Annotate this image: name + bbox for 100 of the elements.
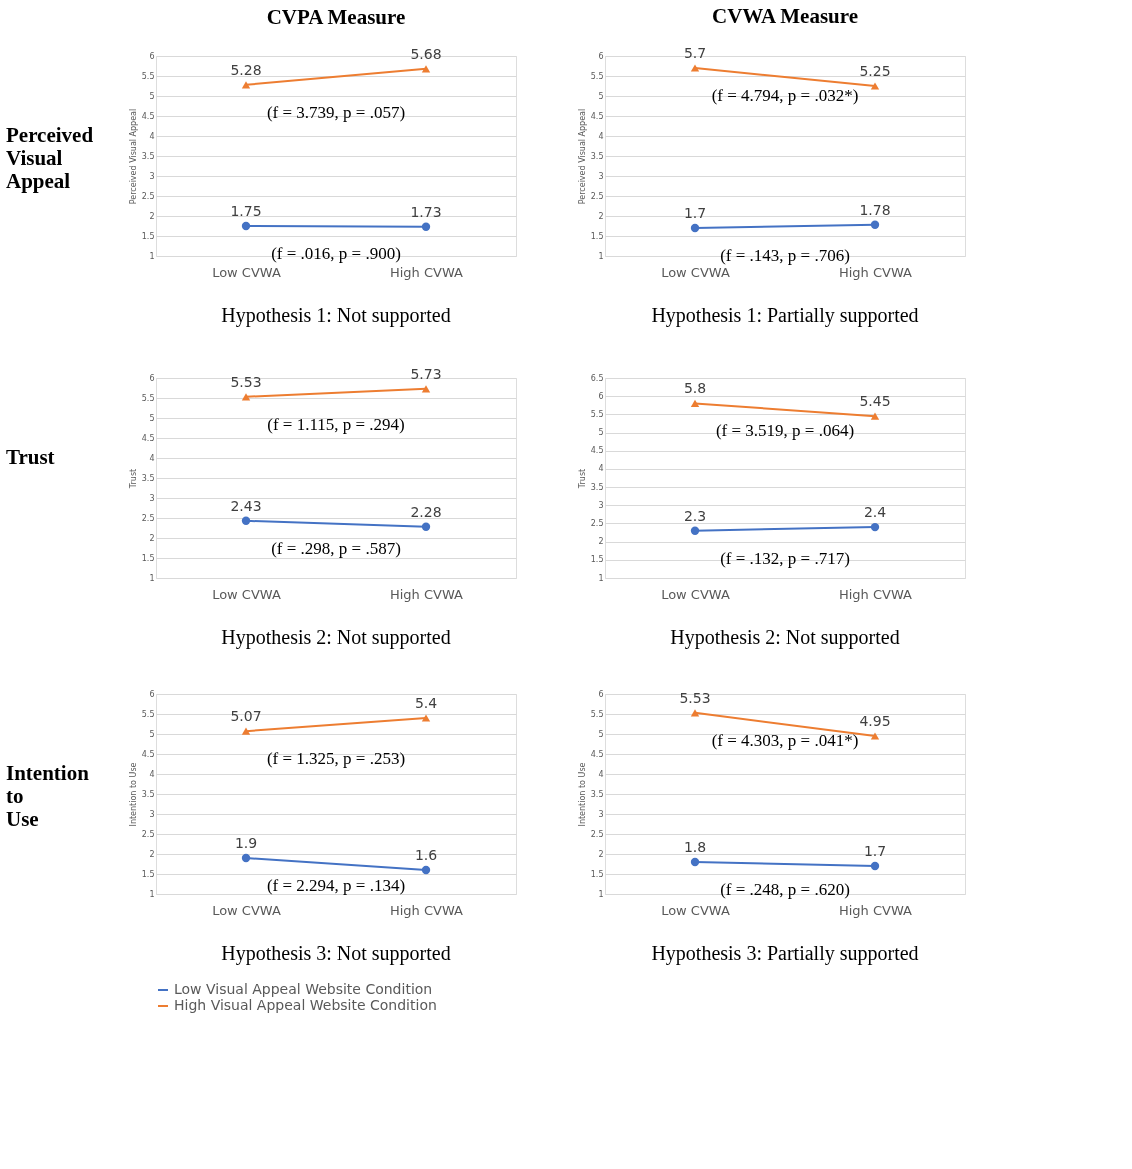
annotation: (f = 1.325, p = .253) <box>266 749 406 769</box>
x-tick-label: Low CVWA <box>661 902 730 918</box>
y-tick-label: 4.5 <box>590 111 604 121</box>
y-tick-label: 2.5 <box>590 191 604 201</box>
y-tick-label: 4.5 <box>590 749 604 759</box>
x-tick-label: Low CVWA <box>212 264 281 280</box>
annotation: (f = .016, p = .900) <box>271 244 401 263</box>
data-label: 5.53 <box>230 373 262 390</box>
x-tick-label: High CVWA <box>838 586 913 602</box>
data-label: 5.25 <box>859 63 891 79</box>
data-label: 1.6 <box>414 847 438 863</box>
point <box>241 516 251 525</box>
annotation: (f = 2.294, p = .134) <box>266 876 406 895</box>
y-tick-label: 5.5 <box>141 393 155 403</box>
y-tick-label: 4.5 <box>141 111 155 121</box>
point <box>870 220 880 229</box>
text: Trust <box>6 445 55 469</box>
y-axis-title: Perceived Visual Appeal <box>577 108 587 205</box>
y-tick-label: 3.5 <box>141 473 155 483</box>
x-tick-label: High CVWA <box>389 264 464 280</box>
chart-title: CVWA Measure <box>711 4 859 28</box>
y-tick-label: 2.5 <box>141 191 155 201</box>
text: Intention to Use <box>6 761 90 831</box>
text: Hypothesis 2: Not supported <box>670 626 900 649</box>
y-tick-label: 3.5 <box>590 151 604 161</box>
y-tick-label: 3 <box>598 500 604 510</box>
data-label: 1.78 <box>859 201 891 218</box>
y-tick-label: 2.5 <box>590 518 604 528</box>
y-tick-label: 1 <box>149 251 155 261</box>
text: Hypothesis 1: Partially supported <box>651 304 919 327</box>
y-tick-label: 4 <box>598 464 604 474</box>
chart-title: CVPA Measure <box>266 4 406 29</box>
y-tick-label: 2.5 <box>141 513 155 523</box>
y-tick-label: 4 <box>149 131 155 141</box>
y-tick-label: 5.5 <box>590 71 604 81</box>
y-tick-label: 1.5 <box>141 553 155 563</box>
y-tick-label: 1.5 <box>590 555 604 565</box>
y-tick-label: 3 <box>598 809 604 819</box>
y-tick-label: 3 <box>149 493 155 503</box>
text: Hypothesis 3: Not supported <box>221 942 451 965</box>
y-tick-label: 5 <box>149 413 155 423</box>
data-label: 1.73 <box>410 203 442 220</box>
annotation: (f = 3.519, p = .064) <box>715 421 855 441</box>
y-tick-label: 4.5 <box>141 433 155 443</box>
y-tick-label: 1.5 <box>141 869 155 879</box>
x-tick-label: Low CVWA <box>212 586 281 602</box>
data-label: 5.73 <box>410 365 442 382</box>
y-tick-label: 2 <box>598 537 604 547</box>
x-tick-label: Low CVWA <box>212 902 281 918</box>
y-tick-label: 4 <box>598 131 604 141</box>
y-tick-label: 3 <box>149 809 155 819</box>
annotation: (f = 3.739, p = .057) <box>266 102 406 122</box>
y-tick-label: 6 <box>149 51 155 61</box>
y-tick-label: 6.5 <box>590 373 604 383</box>
point <box>690 857 700 867</box>
y-tick-label: 5 <box>149 729 155 739</box>
y-tick-label: 2 <box>598 849 604 859</box>
y-tick-label: 3.5 <box>141 151 155 161</box>
y-tick-label: 1 <box>598 251 604 261</box>
data-label: 2.28 <box>410 503 442 520</box>
x-tick-label: High CVWA <box>838 264 913 280</box>
text: Hypothesis 2: Not supported <box>221 626 451 649</box>
annotation: (f = 4.794, p = .032*) <box>711 86 859 105</box>
y-axis-title: Intention to Use <box>128 762 138 827</box>
x-tick-label: Low CVWA <box>661 586 730 602</box>
data-label: 5.68 <box>410 45 442 62</box>
data-label: 2.43 <box>230 497 262 514</box>
y-tick-label: 4.5 <box>141 749 155 759</box>
y-tick-label: 1.5 <box>590 869 604 879</box>
x-tick-label: High CVWA <box>389 586 464 602</box>
text: Perceived Visual Appeal <box>6 123 94 193</box>
point <box>690 526 700 535</box>
text: Hypothesis 3: Partially supported <box>651 942 919 965</box>
y-tick-label: 5 <box>149 91 155 101</box>
legend-label: Low Visual Appeal Website Condition <box>174 981 433 997</box>
data-label: 1.9 <box>234 835 258 851</box>
point <box>241 853 251 863</box>
y-tick-label: 2 <box>598 211 604 221</box>
x-tick-label: Low CVWA <box>661 264 730 280</box>
x-tick-label: High CVWA <box>389 902 464 918</box>
y-tick-label: 4.5 <box>590 446 604 456</box>
y-tick-label: 1.5 <box>141 231 155 241</box>
y-tick-label: 5.5 <box>141 709 155 719</box>
y-tick-label: 5.5 <box>590 709 604 719</box>
text: Hypothesis 1: Not supported <box>221 304 451 327</box>
annotation: (f = .248, p = .620) <box>720 880 850 899</box>
data-label: 2.3 <box>683 507 707 524</box>
data-label: 1.8 <box>683 839 707 855</box>
y-tick-label: 3.5 <box>141 789 155 799</box>
y-tick-label: 6 <box>598 51 604 61</box>
y-tick-label: 6 <box>598 391 604 401</box>
y-tick-label: 3.5 <box>590 482 604 492</box>
y-axis-title: Intention to Use <box>577 762 587 827</box>
y-axis-title: Trust <box>128 468 138 490</box>
y-tick-label: 5.5 <box>141 71 155 81</box>
y-tick-label: 5 <box>598 91 604 101</box>
y-tick-label: 2 <box>149 849 155 859</box>
point <box>421 222 431 231</box>
y-tick-label: 5 <box>598 729 604 739</box>
y-tick-label: 2 <box>149 211 155 221</box>
